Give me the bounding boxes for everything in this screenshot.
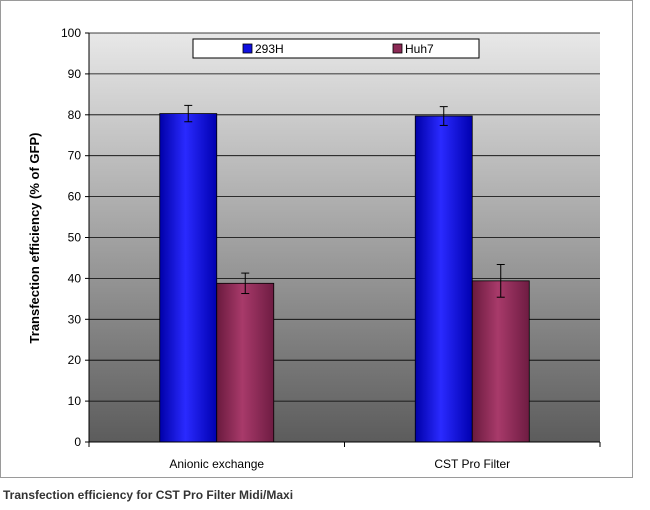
y-tick-label: 100 <box>61 26 81 40</box>
x-ticks: Anionic exchange CST Pro Filter <box>88 442 601 471</box>
figure-caption: Transfection efficiency for CST Pro Filt… <box>3 488 294 502</box>
x-tick-label: CST Pro Filter <box>434 457 510 471</box>
y-tick-label: 20 <box>68 353 82 367</box>
bar-293H-0 <box>159 113 218 443</box>
y-tick-label: 80 <box>68 108 82 122</box>
legend: 293H Huh7 <box>192 38 480 59</box>
y-tick-label: 30 <box>68 312 82 326</box>
y-tick-label: 40 <box>68 271 82 285</box>
y-tick-label: 90 <box>68 67 82 81</box>
x-tick-label: Anionic exchange <box>169 457 264 471</box>
bar-Huh7-1 <box>471 280 530 443</box>
legend-label-293H: 293H <box>255 42 284 56</box>
y-tick-label: 10 <box>68 394 82 408</box>
bars <box>159 104 530 443</box>
y-axis-label: Transfection efficiency (% of GFP) <box>27 133 42 344</box>
legend-swatch-293H <box>242 43 253 54</box>
bar-Huh7-0 <box>216 282 275 443</box>
legend-box <box>192 38 480 59</box>
chart-frame: 0 10 20 30 40 50 60 70 80 90 100 Anionic exchange C… <box>0 0 633 478</box>
legend-swatch-Huh7 <box>392 43 403 54</box>
legend-label-Huh7: Huh7 <box>405 42 434 56</box>
y-tick-label: 60 <box>68 190 82 204</box>
bar-293H-1 <box>414 115 473 443</box>
y-tick-label: 70 <box>68 149 82 163</box>
y-tick-label: 0 <box>74 435 81 449</box>
y-ticks: 0 10 20 30 40 50 60 70 80 90 100 <box>61 26 89 449</box>
y-tick-label: 50 <box>68 231 82 245</box>
bar-chart: 0 10 20 30 40 50 60 70 80 90 100 Anionic exchange C… <box>27 26 601 471</box>
